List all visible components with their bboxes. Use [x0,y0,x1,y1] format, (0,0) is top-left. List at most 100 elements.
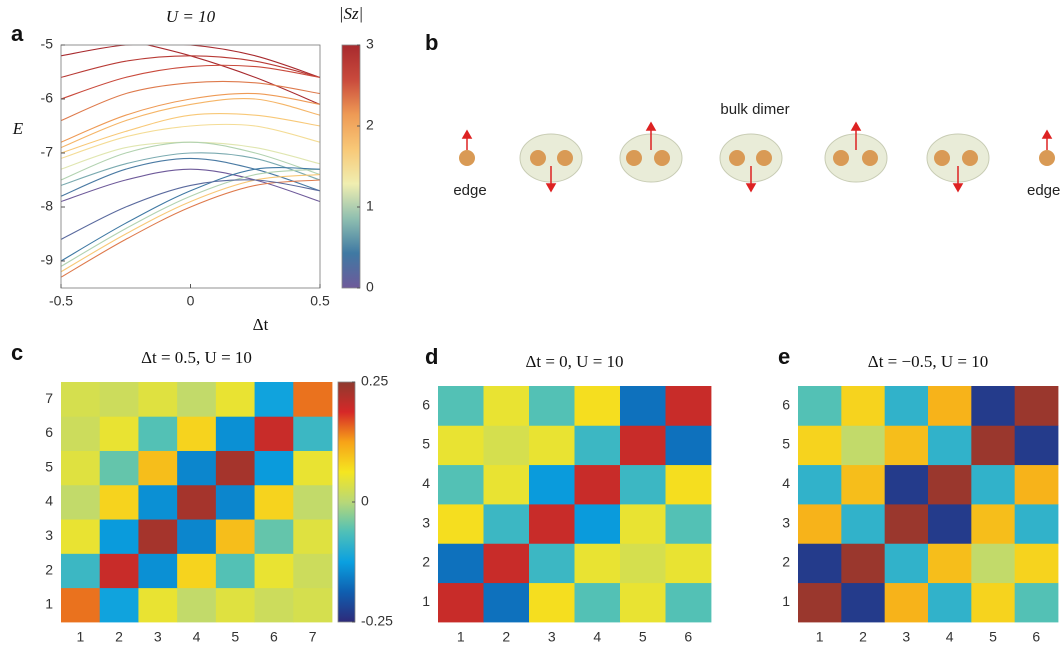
heatmap-cell [61,485,100,520]
x-tick-label: 4 [593,629,601,645]
heatmap-cell [293,485,332,520]
heatmap-cell [666,543,712,583]
heatmap-cell [971,465,1015,505]
chart-title: U = 10 [166,7,216,26]
x-tick-label: 1 [816,629,824,645]
y-tick-label: 1 [422,593,430,609]
heatmap-cell [798,583,842,623]
heatmap-cell [1015,504,1059,544]
heatmap-cell [255,553,294,588]
y-tick-label: 2 [45,561,53,577]
heatmap-cell [61,451,100,486]
heatmap-cell [928,504,972,544]
y-tick-label: 7 [45,390,53,406]
colorbar-tick-label: 0 [361,493,369,509]
x-tick-label: 3 [154,629,162,645]
heatmap-cell [216,519,255,554]
heatmap-cell [293,451,332,486]
y-tick-label: -8 [41,198,54,214]
heatmap-cell [971,504,1015,544]
heatmap-cell [255,451,294,486]
heatmap-cell [216,553,255,588]
heatmap-cell [138,416,177,451]
y-tick-label: 2 [422,554,430,570]
heatmap-cell [100,485,139,520]
heatmap-cell [177,588,216,623]
x-tick-label: 3 [902,629,910,645]
heatmap-cell [885,386,929,426]
heatmap-cell [798,425,842,465]
chart-title: Δt = 0, U = 10 [525,352,623,371]
heatmap-cell [61,553,100,588]
y-tick-label: 1 [45,596,53,612]
heatmap-cell [928,583,972,623]
figure: b bulk dimer edge edge a-0.500.5-9-8 [0,0,1060,651]
x-tick-label: 5 [989,629,997,645]
chart-title: Δt = 0.5, U = 10 [141,348,252,367]
heatmap-cell [620,504,666,544]
y-tick-label: 2 [782,554,790,570]
heatmap-cell [61,519,100,554]
panel-label: b [425,30,438,55]
heatmap-cell [177,382,216,417]
heatmap-cell [438,386,484,426]
x-tick-label: 5 [231,629,239,645]
chart-title: Δt = −0.5, U = 10 [868,352,988,371]
heatmap-cell [216,485,255,520]
heatmap-cell [138,485,177,520]
edge-label: edge [1027,182,1060,199]
heatmap-cell [100,451,139,486]
heatmap-cell [1015,386,1059,426]
panel-label: d [425,344,438,369]
x-tick-label: 1 [457,629,465,645]
y-tick-label: -7 [41,144,54,160]
y-tick-label: 4 [782,475,790,491]
y-tick-label: 3 [45,527,53,543]
heatmap-cell [885,543,929,583]
heatmap-cell [100,588,139,623]
heatmap-cell [620,425,666,465]
x-tick-label: 4 [193,629,201,645]
x-tick-label: 7 [309,629,317,645]
y-tick-label: 3 [782,514,790,530]
heatmap-cell [885,504,929,544]
heatmap-cell [575,465,621,505]
heatmap-cell [61,588,100,623]
colorbar-tick-label: 0.25 [361,373,388,389]
colorbar-tick-label: 2 [366,117,374,133]
heatmap-cell [438,583,484,623]
heatmap-cell [971,543,1015,583]
heatmap-cell [620,543,666,583]
heatmap-cell [666,504,712,544]
heatmap-cell [255,382,294,417]
heatmap-cell [177,553,216,588]
heatmap-cell [620,386,666,426]
heatmap-cell [293,588,332,623]
heatmap-cell [666,425,712,465]
heatmap-cell [177,416,216,451]
heatmap-cell [138,451,177,486]
heatmap-cell [666,465,712,505]
x-tick-label: 2 [115,629,123,645]
dimer-diagram: b bulk dimer edge edge [425,30,1060,199]
x-tick-label: 6 [684,629,692,645]
heatmap-cell [928,543,972,583]
x-axis-label: Δt [253,315,269,334]
panel-label: e [778,344,790,369]
heatmap-cell [1015,425,1059,465]
heatmap-cell [438,425,484,465]
x-tick-label: 6 [270,629,278,645]
panel-label: a [11,21,24,46]
heatmap-cell [575,386,621,426]
heatmap-cell [885,583,929,623]
heatmap-cell [971,583,1015,623]
heatmap-cell [971,386,1015,426]
heatmap-cell [575,583,621,623]
heatmap-cell [928,386,972,426]
heatmap-cell [484,465,530,505]
heatmap-cell [529,465,575,505]
y-axis-label: E [12,119,24,138]
heatmap-cell [841,504,885,544]
x-tick-label: 2 [502,629,510,645]
heatmap-cell [100,553,139,588]
